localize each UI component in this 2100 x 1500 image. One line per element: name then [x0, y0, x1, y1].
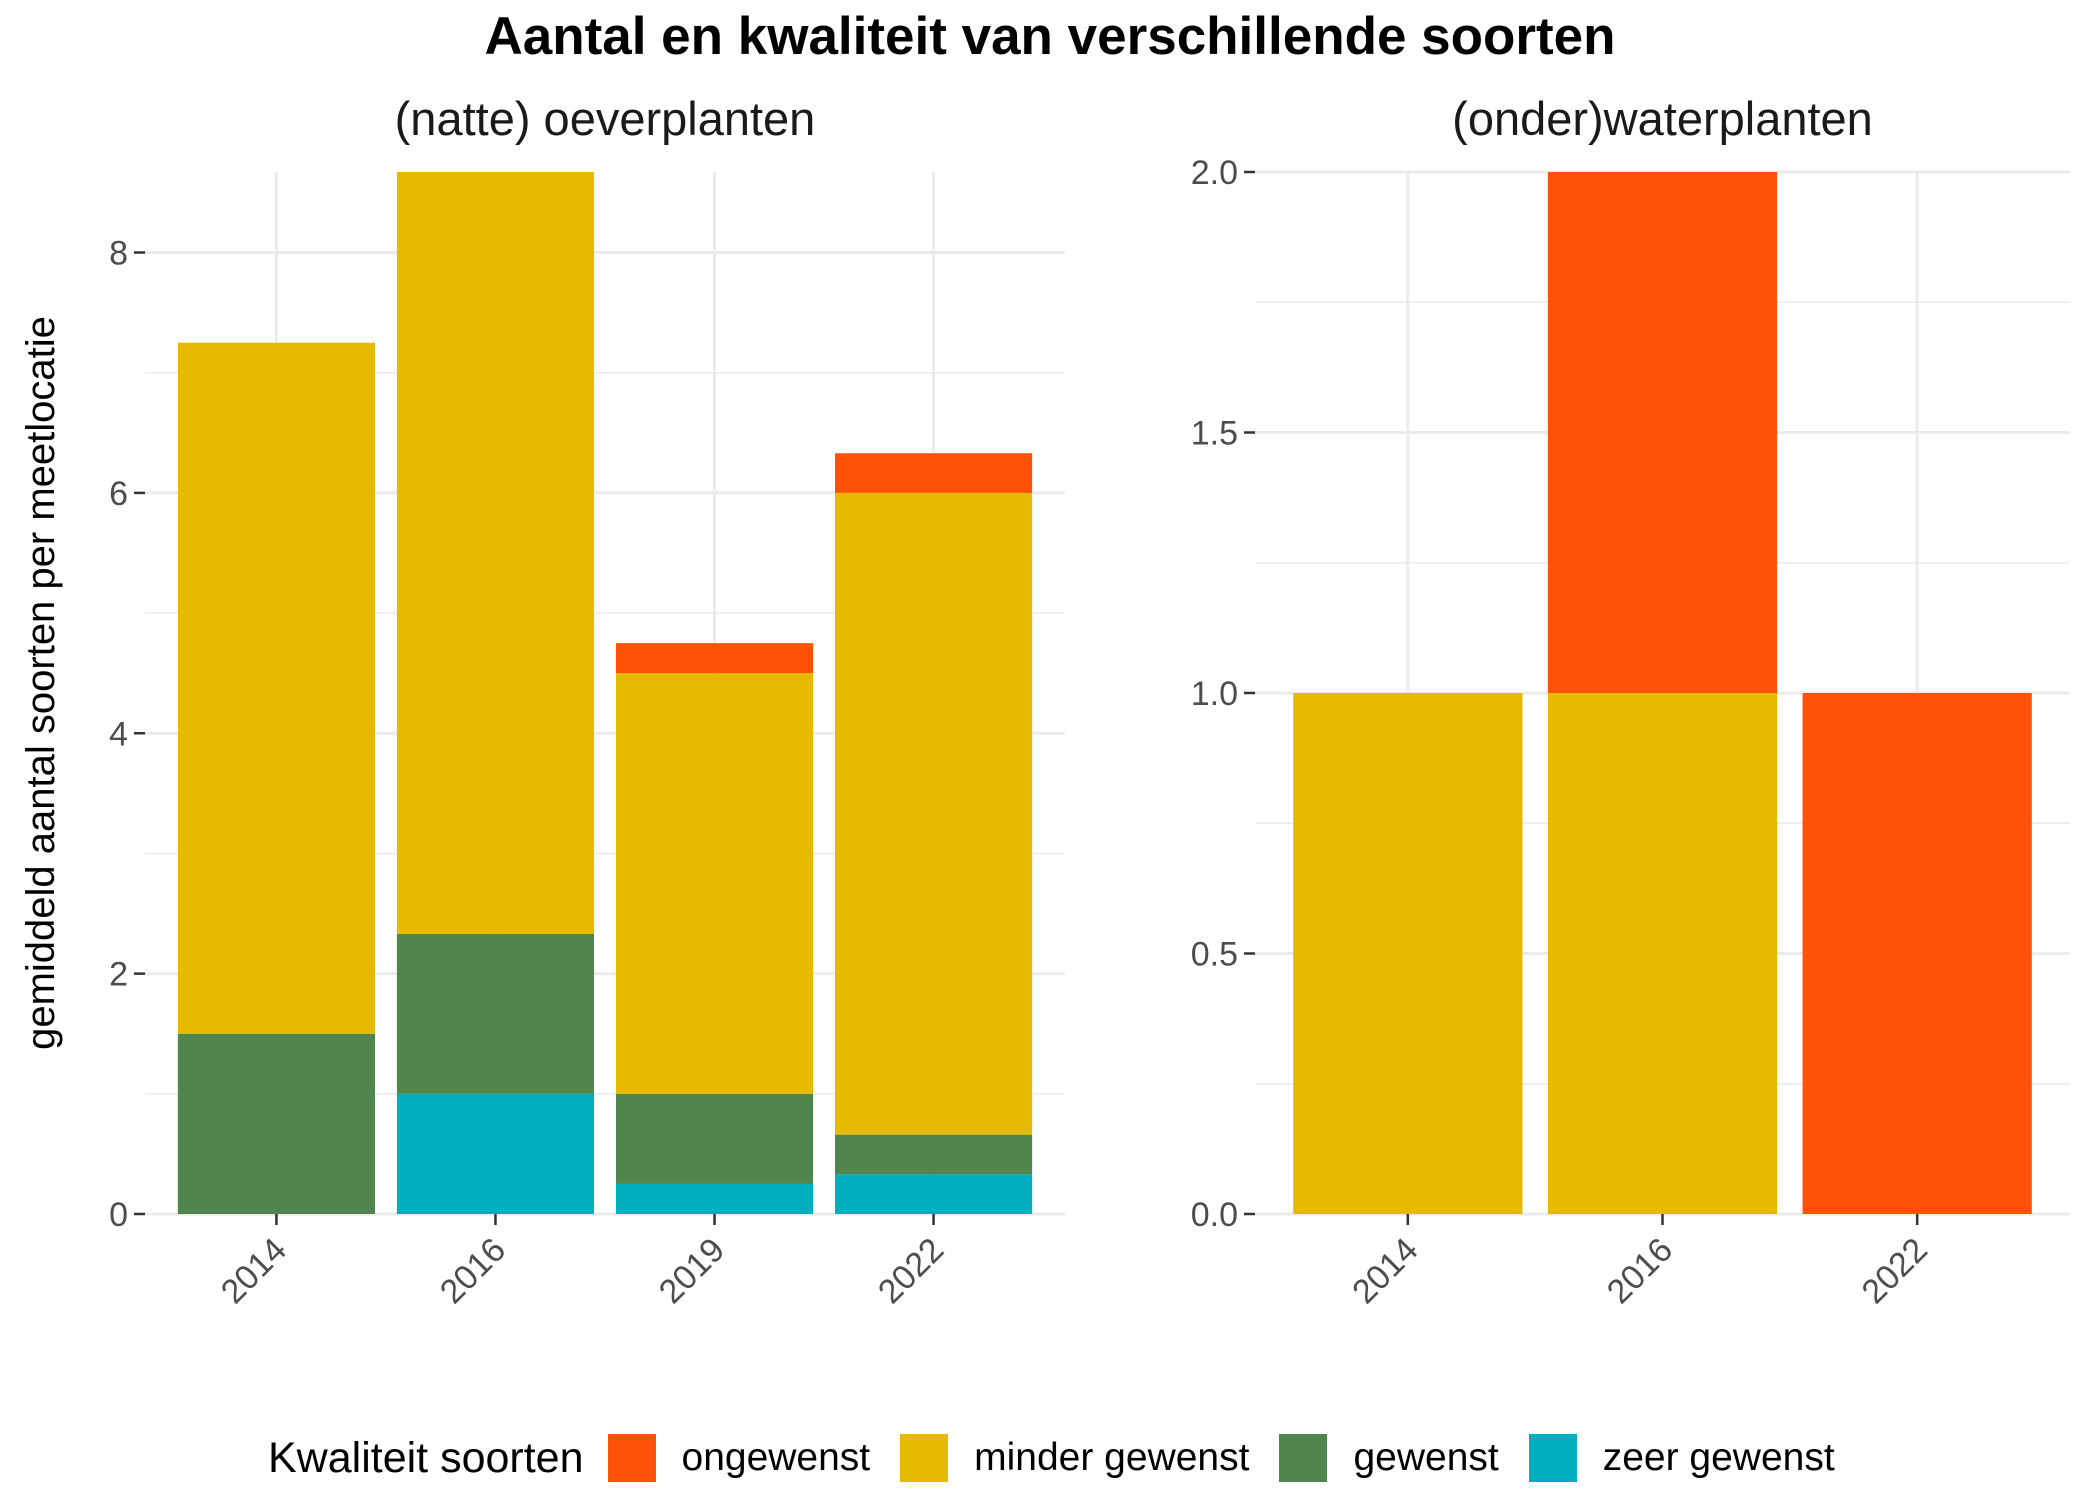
legend-label-minder-gewenst: minder gewenst [974, 1436, 1250, 1479]
x-tick-label: 2019 [652, 1231, 732, 1311]
x-tick-label: 2014 [214, 1231, 294, 1311]
panel-2: 0.0 0.5 1.0 1.5 2.0 2014 2016 2022 (onder)waterp… [1191, 92, 2070, 1311]
bar-2019-gewenst [615, 1093, 814, 1184]
bar-2022-ongewenst [835, 453, 1033, 493]
y-tick-label: 2 [109, 956, 128, 994]
legend: Kwaliteit soorten ongewenst minder gewen… [268, 1430, 1865, 1486]
bar-2016-ongewenst [1547, 172, 1778, 693]
chart-title: Aantal en kwaliteit van verschillende so… [484, 7, 1616, 66]
y-tick-label: 6 [109, 475, 128, 513]
y-tick-label: 8 [109, 235, 128, 273]
y-tick-label: 0.0 [1191, 1196, 1238, 1234]
panel-1: 0 2 4 6 8 2014 2016 2019 2022 (natte) oeverplante… [19, 92, 1065, 1311]
legend-swatch-minder-gewenst [900, 1434, 949, 1482]
panel-title: (onder)waterplanten [1452, 92, 1873, 145]
legend-item-ongewenst: ongewenst [607, 1434, 871, 1482]
x-tick-label: 2016 [1600, 1231, 1680, 1311]
bar-2014-minder-gewenst [177, 342, 375, 1034]
y-axis-label: gemiddeld aantal soorten per meetlocatie [19, 316, 63, 1050]
bar-2016-gewenst [396, 933, 595, 1094]
y-tick-label: 1.5 [1191, 415, 1238, 453]
legend-label-gewenst: gewenst [1353, 1436, 1499, 1479]
x-tick-label: 2014 [1345, 1231, 1425, 1311]
legend-title: Kwaliteit soorten [268, 1433, 584, 1482]
x-tick-label: 2016 [433, 1231, 513, 1311]
y-tick-label: 0 [109, 1196, 128, 1234]
y-tick-label: 2.0 [1191, 154, 1238, 192]
legend-item-gewenst: gewenst [1279, 1434, 1499, 1482]
x-tick-label: 2022 [1854, 1231, 1934, 1311]
y-tick-label: 1.0 [1191, 675, 1238, 713]
bar-2016-minder-gewenst [1547, 693, 1778, 1214]
bar-2016-zeer-gewenst [396, 1093, 595, 1214]
y-tick-label: 0.5 [1191, 936, 1238, 974]
bar-2014-minder-gewenst [1293, 693, 1523, 1214]
legend-item-minder-gewenst: minder gewenst [900, 1434, 1249, 1482]
chart-canvas: 0 2 4 6 8 2014 2016 2019 2022 (natte) oeverplante… [19, 92, 2070, 1311]
legend-label-ongewenst: ongewenst [681, 1436, 871, 1479]
bar-2019-zeer-gewenst [615, 1183, 814, 1214]
bar-2014-gewenst [177, 1033, 375, 1214]
y-tick-label: 4 [109, 715, 128, 753]
panel-title: (natte) oeverplanten [395, 92, 816, 145]
legend-swatch-ongewenst [607, 1434, 656, 1482]
bar-2019-ongewenst [615, 643, 814, 674]
bar-2016-minder-gewenst [396, 172, 595, 934]
bar-2019-minder-gewenst [615, 673, 814, 1094]
bar-2022-gewenst [835, 1134, 1033, 1175]
legend-label-zeer-gewenst: zeer gewenst [1602, 1436, 1835, 1479]
bar-2022-zeer-gewenst [835, 1174, 1033, 1214]
legend-item-zeer-gewenst: zeer gewenst [1528, 1434, 1835, 1482]
bar-2022-ongewenst [1802, 693, 2032, 1214]
x-tick-label: 2022 [871, 1231, 951, 1311]
bar-2022-minder-gewenst [835, 492, 1033, 1135]
legend-swatch-zeer-gewenst [1528, 1434, 1577, 1482]
legend-swatch-gewenst [1279, 1434, 1328, 1482]
